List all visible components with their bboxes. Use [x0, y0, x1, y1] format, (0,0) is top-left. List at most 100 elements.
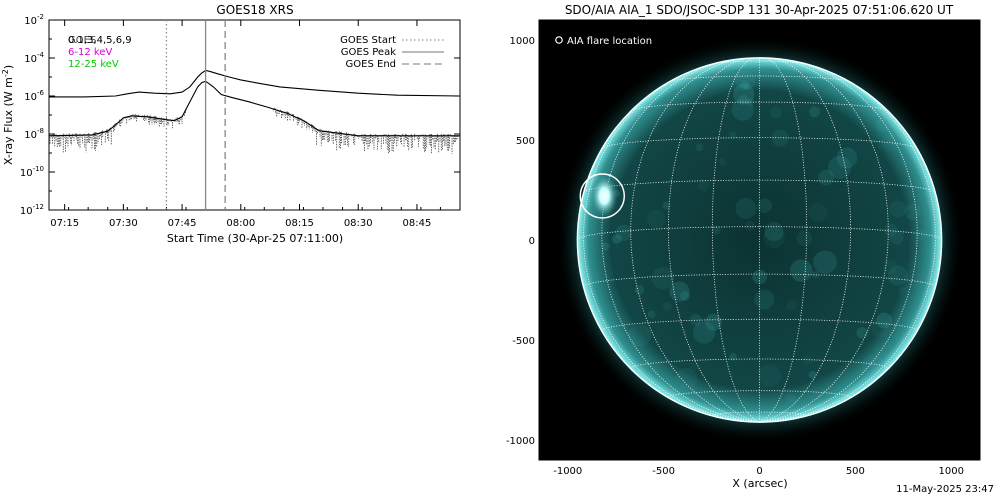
disk-active-region — [612, 234, 622, 244]
aia-y-tick-label: 0 — [529, 236, 535, 247]
goes-x-tick-label: 08:00 — [226, 218, 255, 229]
aia-legend-marker — [555, 36, 563, 44]
aia-x-tick-label: 0 — [756, 466, 762, 477]
disk-active-region — [647, 310, 656, 319]
grid-latitude-line — [714, 60, 805, 64]
disk-active-region — [771, 129, 789, 147]
grid-longitude-line — [759, 57, 852, 423]
grid-longitude-line — [712, 57, 760, 423]
disk-active-region — [669, 281, 690, 302]
flare-bright-region — [590, 174, 619, 218]
goes-legend-right-item: GOES Peak — [341, 47, 396, 58]
disk-active-region — [692, 321, 716, 344]
disk-active-region — [600, 242, 610, 251]
goes-series-short_channel — [49, 80, 460, 137]
goes-x-tick-label: 07:30 — [109, 218, 138, 229]
grid-longitude-line — [601, 59, 760, 423]
disk-active-region — [731, 98, 754, 121]
footer-timestamp: 11-May-2025 23:47 — [896, 484, 994, 495]
goes-legend-left-item: 12-25 keV — [68, 59, 119, 70]
goes-series-long_channel — [49, 69, 460, 98]
aia-y-tick-label: 1000 — [510, 36, 535, 47]
grid-longitude-line — [759, 65, 936, 423]
goes-legend-left-item: 0.1,3,4,5,6,9 — [68, 35, 132, 46]
aia-x-axis-label: X (arcsec) — [732, 477, 787, 490]
aia-y-tick-label: 500 — [516, 136, 535, 147]
grid-longitude-line — [759, 59, 918, 423]
goes-short-channel-noise — [49, 107, 459, 154]
disk-active-region — [634, 285, 645, 295]
goes-legend-overlay: GOES — [68, 35, 96, 46]
goes-x-tick-label: 08:45 — [403, 218, 432, 229]
goes-legend-right-item: GOES End — [346, 59, 396, 70]
disk-active-region — [872, 346, 884, 358]
goes-y-tick-label: 10-10 — [20, 165, 44, 179]
disk-active-region — [758, 363, 781, 387]
disk-active-region — [856, 327, 869, 339]
goes-x-axis-label: Start Time (30-Apr-25 07:11:00) — [167, 232, 343, 245]
disk-active-region — [752, 269, 768, 285]
disk-active-region — [690, 314, 702, 326]
disk-active-region — [785, 392, 796, 404]
disk-active-region — [818, 169, 834, 186]
goes-y-tick-label: 10-8 — [24, 127, 44, 141]
disk-active-region — [897, 285, 907, 294]
disk-active-region — [735, 198, 757, 220]
disk-active-region — [809, 106, 821, 118]
goes-legend-right-item: GOES Start — [340, 35, 396, 46]
aia-y-tick-label: -1000 — [506, 436, 535, 447]
disk-active-region — [697, 179, 710, 192]
disk-active-region — [862, 354, 885, 377]
disk-active-region — [680, 291, 690, 301]
goes-y-tick-label: 10-2 — [24, 13, 44, 27]
grid-latitude-line — [601, 318, 918, 331]
goes-legend-left-item: 6-12 keV — [68, 47, 112, 58]
grid-longitude-line — [583, 65, 760, 423]
grid-latitude-line — [669, 75, 850, 82]
grid-longitude-line — [667, 57, 760, 423]
disk-active-region — [870, 318, 890, 338]
disk-active-region — [733, 83, 755, 105]
disk-active-region — [915, 228, 929, 242]
goes-y-tick-label: 10-6 — [24, 89, 44, 103]
disk-active-region — [811, 270, 820, 279]
solar-disk — [577, 57, 942, 423]
disk-active-region — [875, 118, 890, 132]
disk-active-region — [662, 201, 671, 210]
disk-active-region — [676, 367, 698, 390]
disk-active-region — [746, 97, 755, 106]
disk-active-region — [735, 70, 756, 91]
disk-active-region — [695, 143, 704, 152]
aia-x-tick-label: 500 — [846, 466, 865, 477]
disk-active-region — [738, 94, 749, 104]
disk-active-region — [651, 266, 675, 290]
goes-y-tick-label: 10-4 — [24, 51, 44, 65]
disk-active-region — [646, 209, 666, 228]
aia-title: SDO/AIA AIA_1 SDO/JSOC-SDP 131 30-Apr-20… — [565, 3, 954, 17]
disk-active-region — [808, 370, 817, 379]
disk-active-region — [662, 302, 672, 311]
disk-active-region — [786, 300, 797, 311]
disk-active-region — [711, 225, 721, 235]
goes-x-tick-label: 08:30 — [344, 218, 373, 229]
disk-active-region — [763, 226, 786, 249]
aia-x-tick-label: 1000 — [939, 466, 964, 477]
goes-x-tick-label: 07:45 — [168, 218, 197, 229]
disk-active-region — [769, 107, 782, 119]
goes-y-axis-label: X-ray Flux (W m-2) — [1, 65, 15, 165]
disk-active-region — [904, 203, 921, 220]
disk-active-region — [813, 250, 837, 275]
disk-active-region — [757, 198, 772, 213]
grid-latitude-line — [583, 179, 936, 193]
disk-active-region — [881, 132, 900, 152]
disk-active-region — [615, 224, 632, 242]
disk-active-region — [808, 203, 828, 222]
disk-active-region — [883, 259, 898, 274]
disk-active-region — [729, 131, 737, 139]
grid-latitude-line — [583, 273, 936, 288]
disk-active-region — [796, 230, 813, 247]
disk-active-region — [889, 200, 907, 218]
disk-active-region — [884, 223, 898, 237]
disk-active-region — [744, 220, 756, 231]
